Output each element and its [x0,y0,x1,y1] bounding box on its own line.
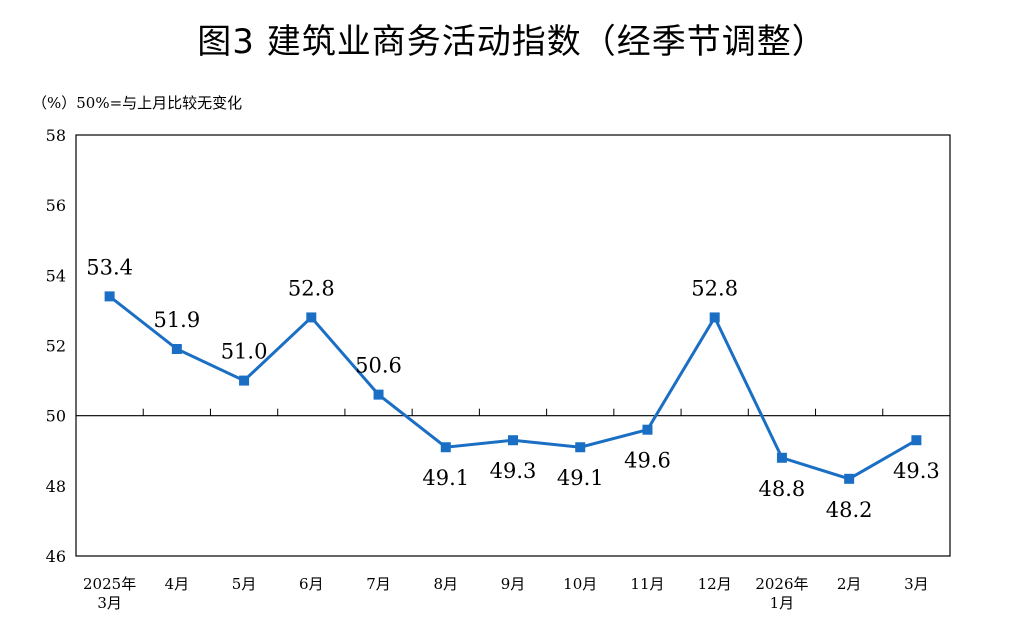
x-tick-label: 6月 [299,575,324,593]
data-point [104,291,115,302]
y-tick-label: 50 [46,407,66,426]
data-point [171,344,182,355]
x-axis: 2025年 3月 4月 5月 6月 7月 8月 9月 10月 11月 12月 2026年 1月 2月 3月 [83,408,929,612]
x-tick-label: 2025年 3月 [83,575,136,612]
x-tick-label: 12月 [698,575,732,593]
data-point [776,452,787,463]
data-point [440,442,451,453]
data-label: 49.1 [422,466,469,490]
y-tick-label: 48 [46,477,66,496]
x-tick-label: 7月 [366,575,391,593]
x-tick-label: 2月 [837,575,862,593]
x-tick-label: 9月 [501,575,526,593]
series-line [108,295,918,481]
data-label: 48.2 [826,498,873,522]
data-label: 49.3 [490,459,537,483]
data-label: 51.9 [153,308,200,332]
data-point [239,375,250,386]
data-point [844,473,855,484]
y-tick-label: 54 [46,266,66,285]
unit-note: （%）50%=与上月比较无变化 [32,94,243,112]
chart-title: 图3 建筑业商务活动指数（经季节调整） [197,22,827,62]
data-label: 48.8 [759,477,806,501]
data-label: 52.8 [691,276,738,300]
x-tick-label: 3月 [904,575,929,593]
data-point [709,312,720,323]
data-label: 53.4 [86,255,133,279]
x-tick-label: 5月 [232,575,257,593]
data-point [642,424,653,435]
data-label: 49.1 [557,466,604,490]
data-label: 49.3 [893,459,940,483]
data-label: 50.6 [355,354,402,378]
y-tick-label: 46 [46,547,66,566]
plot-frame [75,134,951,557]
data-label: 52.8 [288,276,335,300]
data-label: 51.0 [221,340,268,364]
y-axis: 46 48 50 52 54 56 58 [46,126,66,566]
data-point [911,435,922,446]
data-point [373,389,384,400]
x-tick-label: 8月 [433,575,458,593]
x-tick-label: 11月 [630,575,664,593]
x-tick-label: 10月 [563,575,597,593]
y-tick-label: 58 [46,126,66,145]
data-point [508,435,518,446]
x-tick-label: 4月 [165,575,190,593]
data-point [575,442,586,453]
data-markers [104,291,922,484]
data-label: 49.6 [624,449,671,473]
data-point [306,312,317,323]
y-tick-label: 56 [46,196,66,215]
y-tick-label: 52 [46,337,66,356]
data-labels: 53.4 51.9 51.0 52.8 50.6 49.1 49.3 49.1 49.6 52.8… [86,255,940,521]
x-tick-label: 2026年 1月 [755,575,808,612]
